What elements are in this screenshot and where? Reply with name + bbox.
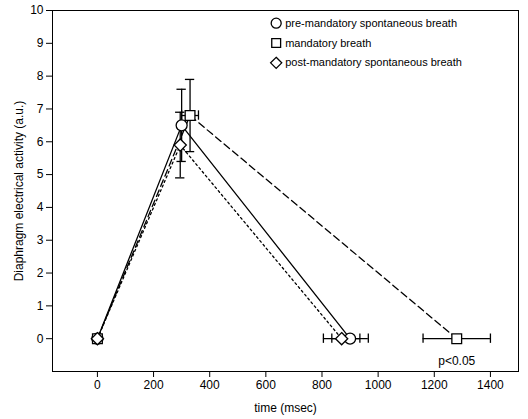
svg-text:9: 9 [37, 36, 44, 50]
svg-text:5: 5 [37, 167, 44, 181]
svg-text:7: 7 [37, 102, 44, 116]
svg-text:1200: 1200 [421, 378, 448, 392]
svg-text:800: 800 [312, 378, 332, 392]
svg-text:600: 600 [256, 378, 276, 392]
svg-text:4: 4 [37, 200, 44, 214]
svg-text:200: 200 [144, 378, 164, 392]
svg-text:1400: 1400 [477, 378, 504, 392]
svg-text:time (msec): time (msec) [254, 401, 317, 415]
svg-text:0: 0 [37, 332, 44, 346]
svg-text:post-mandatory spontaneous bre: post-mandatory spontaneous breath [285, 56, 462, 68]
svg-text:8: 8 [37, 69, 44, 83]
svg-text:0: 0 [94, 378, 101, 392]
svg-text:1: 1 [37, 299, 44, 313]
svg-text:mandatory breath: mandatory breath [285, 37, 371, 49]
svg-text:6: 6 [37, 135, 44, 149]
svg-text:3: 3 [37, 233, 44, 247]
svg-text:pre-mandatory spontaneous brea: pre-mandatory spontaneous breath [285, 17, 457, 29]
svg-text:400: 400 [200, 378, 220, 392]
svg-text:10: 10 [30, 3, 44, 17]
svg-text:2: 2 [37, 266, 44, 280]
svg-text:Diaphragm electrical activity: Diaphragm electrical activity (a.u.) [12, 101, 26, 282]
svg-text:1000: 1000 [365, 378, 392, 392]
svg-text:p<0.05: p<0.05 [438, 354, 475, 368]
